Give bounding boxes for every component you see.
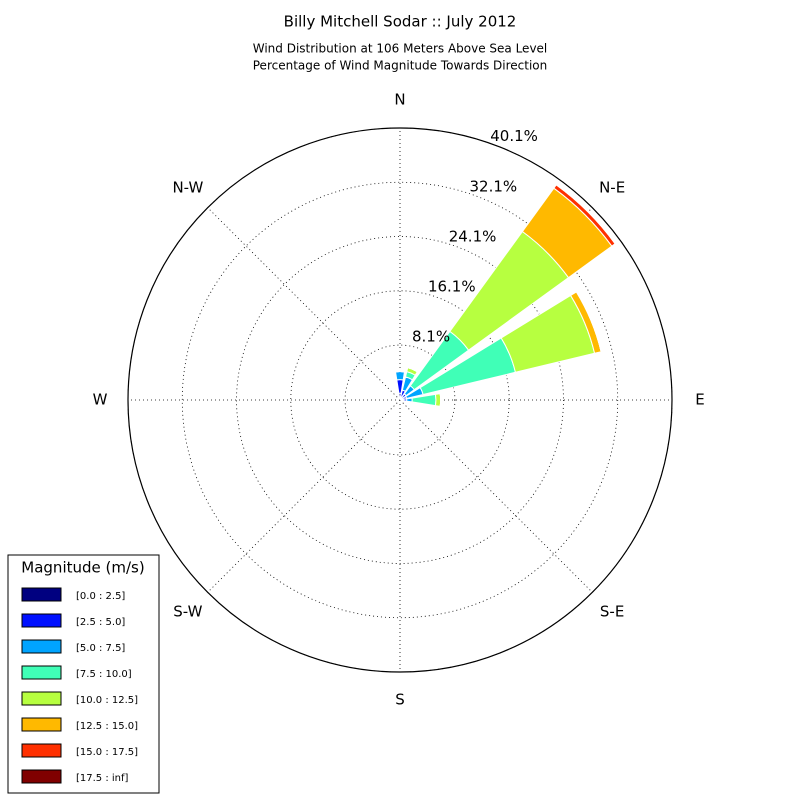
legend-swatch	[21, 769, 62, 784]
legend-label: [15.0 : 17.5]	[76, 747, 138, 758]
wedge-segment	[402, 398, 408, 402]
outer-circle	[127, 127, 673, 673]
wedge-segment	[407, 367, 418, 373]
r-tick-label: 8.1%	[412, 328, 450, 346]
legend-label: [0.0 : 2.5]	[76, 591, 125, 602]
legend-label: [12.5 : 15.0]	[76, 721, 138, 732]
legend-swatch	[21, 717, 62, 732]
chart-subtitle: Percentage of Wind Magnitude Towards Dir…	[253, 59, 547, 73]
legend-swatch	[21, 587, 62, 602]
legend-label: [17.5 : inf]	[76, 773, 129, 784]
wedge-segment	[406, 397, 413, 403]
legend-swatch	[21, 665, 62, 680]
legend-label: [2.5 : 5.0]	[76, 617, 125, 628]
direction-label: W	[93, 391, 108, 409]
wedge-segment	[394, 371, 406, 381]
wedge-segment	[434, 393, 442, 407]
wedge-segment	[439, 393, 442, 407]
chart-title: Billy Mitchell Sodar :: July 2012	[284, 13, 517, 31]
grid-ring	[236, 236, 564, 564]
grid-ring	[344, 344, 456, 456]
grid-spoke	[399, 399, 593, 593]
direction-label: N-W	[172, 178, 203, 196]
direction-label: N-E	[599, 178, 625, 196]
chart-subtitle: Wind Distribution at 106 Meters Above Se…	[253, 42, 548, 56]
direction-label: E	[695, 391, 704, 409]
r-tick-label: 40.1%	[490, 127, 538, 145]
legend: Magnitude (m/s) [0.0 : 2.5] [2.5 : 5.0] [5.…	[7, 554, 160, 794]
direction-label: S	[395, 691, 405, 709]
direction-label: N	[394, 91, 405, 109]
legend-title: Magnitude (m/s)	[21, 559, 144, 577]
legend-swatch	[21, 691, 62, 706]
grid-ring	[181, 181, 619, 619]
legend-swatch	[21, 743, 62, 758]
r-tick-label: 24.1%	[449, 227, 497, 245]
r-tick-label: 32.1%	[469, 177, 517, 195]
direction-label: S-W	[173, 603, 202, 621]
r-tick-label: 16.1%	[428, 278, 476, 296]
legend-label: [7.5 : 10.0]	[76, 669, 132, 680]
grid-spoke	[207, 399, 401, 593]
direction-label: S-E	[600, 603, 624, 621]
legend-label: [10.0 : 12.5]	[76, 695, 138, 706]
wedge-segment	[575, 291, 602, 352]
legend-swatch	[21, 613, 62, 628]
grid-spoke	[207, 207, 401, 401]
legend-label: [5.0 : 7.5]	[76, 643, 125, 654]
legend-swatch	[21, 639, 62, 654]
